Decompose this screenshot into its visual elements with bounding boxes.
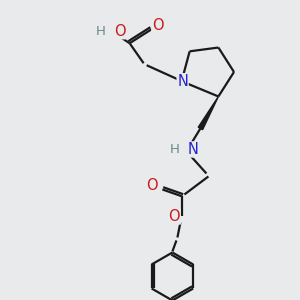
Text: N: N: [188, 142, 198, 157]
Text: O: O: [147, 178, 158, 193]
Text: O: O: [169, 209, 180, 224]
Text: O: O: [114, 24, 125, 39]
Polygon shape: [198, 97, 218, 130]
Text: O: O: [152, 18, 164, 33]
Text: N: N: [177, 74, 188, 89]
Text: H: H: [169, 143, 179, 156]
Text: H: H: [96, 25, 106, 38]
